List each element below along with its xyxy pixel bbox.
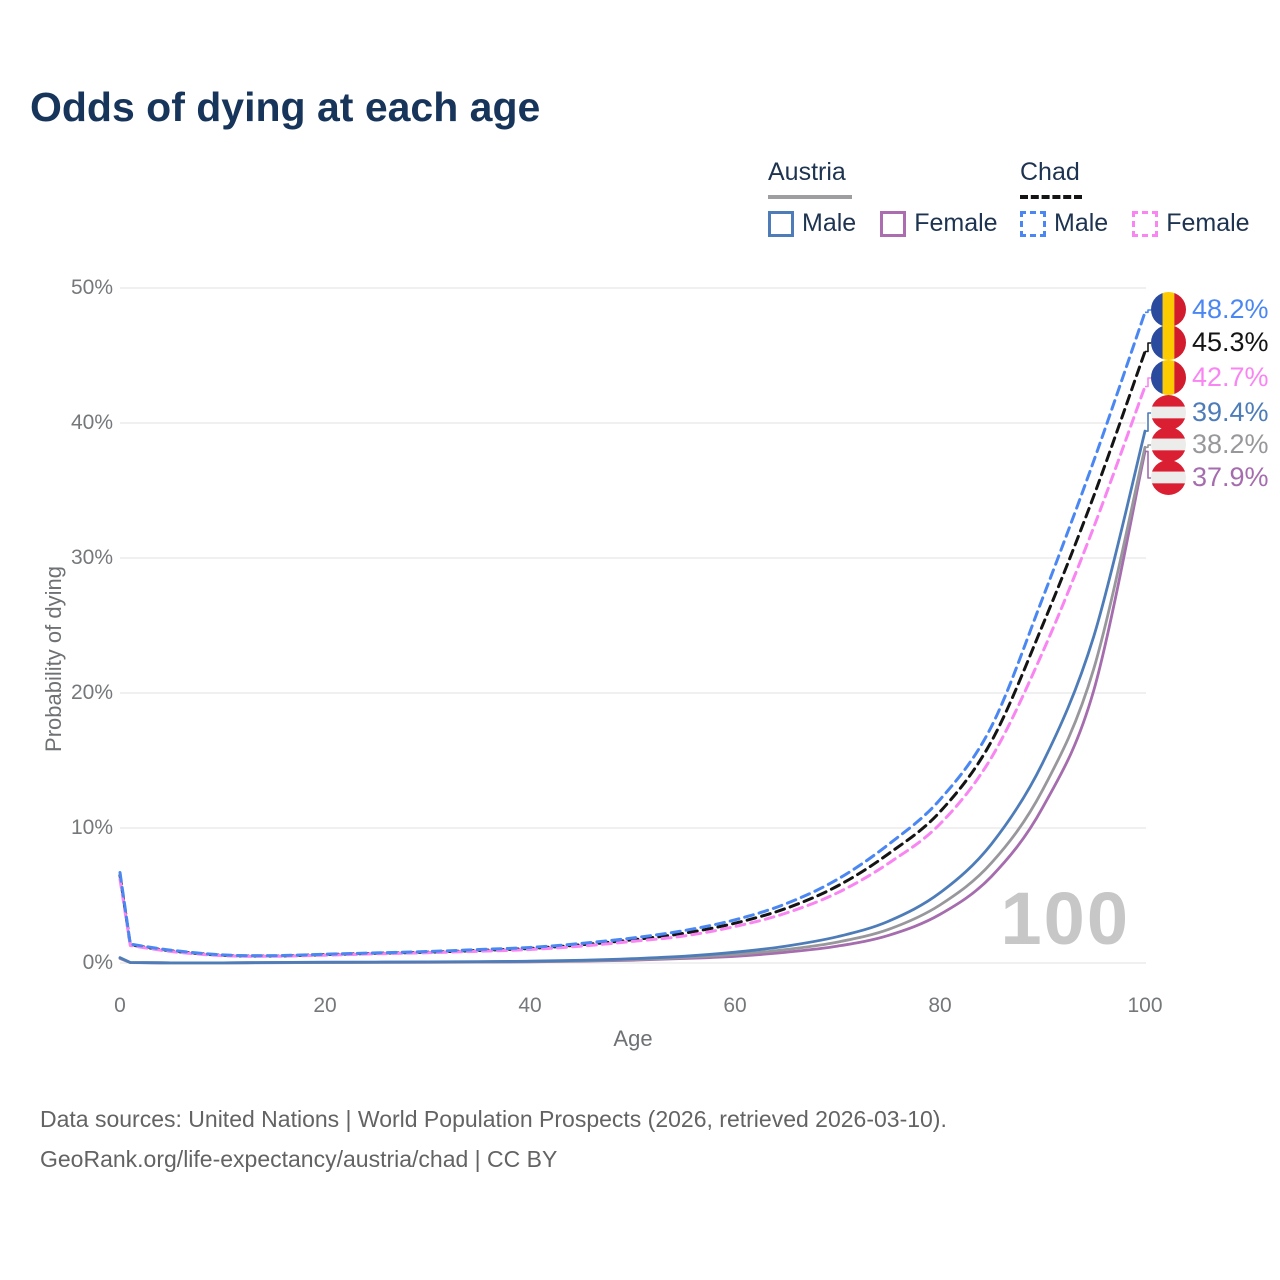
footer-datasource: Data sources: United Nations | World Pop… bbox=[40, 1106, 947, 1132]
end-label-value: 42.7% bbox=[1192, 362, 1269, 392]
y-tick-label-40: 40% bbox=[70, 411, 113, 434]
y-tick-label-10: 10% bbox=[70, 816, 113, 839]
legend-swatch-solid bbox=[768, 210, 794, 237]
end-label-austria-female: 37.9% bbox=[1151, 460, 1269, 495]
legend-items-austria: Male Female bbox=[768, 209, 998, 238]
x-tick-label-60: 60 bbox=[723, 994, 747, 1017]
x-tick-label-20: 20 bbox=[313, 994, 337, 1017]
footer-attribution: GeoRank.org/life-expectancy/austria/chad… bbox=[40, 1146, 558, 1172]
end-label-chad-female: 42.7% bbox=[1151, 360, 1269, 395]
series-line-austria-male bbox=[118, 429, 1147, 965]
end-label-value: 39.4% bbox=[1192, 397, 1269, 427]
legend-swatch-solid bbox=[880, 210, 907, 237]
series-line-chad-female bbox=[118, 385, 1147, 958]
x-tick-label-100: 100 bbox=[1127, 994, 1163, 1017]
legend-swatch-dashed bbox=[1132, 210, 1159, 237]
chad-flag-icon bbox=[1151, 292, 1186, 327]
end-label-austria-male: 39.4% bbox=[1151, 395, 1269, 430]
page-title: Odds of dying at each age bbox=[30, 84, 541, 130]
legend-item-label: Female bbox=[1166, 209, 1250, 237]
y-tick-label-30: 30% bbox=[70, 546, 113, 569]
end-label-connector bbox=[1145, 309, 1151, 314]
end-label-chad-all: 45.3% bbox=[1151, 325, 1269, 360]
austria-flag-icon bbox=[1151, 460, 1186, 495]
legend-group-austria: Austria Male Female bbox=[768, 158, 998, 238]
end-label-chad-male: 48.2% bbox=[1151, 292, 1269, 327]
x-tick-label-0: 0 bbox=[114, 994, 126, 1017]
chad-flag-icon bbox=[1151, 360, 1186, 395]
legend-item-label: Male bbox=[1054, 209, 1109, 237]
legend-items-chad: Male Female bbox=[1020, 209, 1250, 238]
x-tick-label-40: 40 bbox=[518, 994, 542, 1017]
end-label-value: 37.9% bbox=[1192, 462, 1269, 492]
legend-group-chad: Chad Male Female bbox=[1020, 158, 1250, 238]
legend-item-austria-male[interactable]: Male bbox=[768, 209, 856, 238]
end-label-austria-all: 38.2% bbox=[1151, 427, 1269, 462]
austria-flag-icon bbox=[1151, 427, 1186, 462]
end-label-value: 48.2% bbox=[1192, 294, 1269, 324]
end-label-value: 45.3% bbox=[1192, 327, 1269, 357]
legend-underline-austria-solid bbox=[768, 195, 852, 199]
legend-swatch-dashed bbox=[1020, 210, 1046, 237]
series-line-chad-all bbox=[118, 350, 1147, 958]
legend-item-label: Female bbox=[914, 209, 998, 237]
end-label-connector bbox=[1145, 342, 1151, 353]
age-counter-watermark: 100 bbox=[1000, 877, 1130, 960]
x-axis-title: Age bbox=[613, 1026, 653, 1051]
legend-item-label: Male bbox=[802, 209, 857, 237]
end-label-connector bbox=[1145, 450, 1151, 479]
series-line-chad-male bbox=[118, 310, 1147, 958]
end-label-connector bbox=[1145, 377, 1151, 388]
x-tick-label-80: 80 bbox=[928, 994, 952, 1017]
y-axis-title: Probability of dying bbox=[41, 566, 66, 752]
y-tick-label-0: 0% bbox=[82, 951, 113, 974]
legend-country-chad: Chad bbox=[1020, 158, 1080, 186]
austria-flag-icon bbox=[1151, 395, 1186, 430]
legend-item-chad-male[interactable]: Male bbox=[1020, 209, 1108, 238]
end-label-connector bbox=[1145, 444, 1151, 449]
chad-flag-icon bbox=[1151, 325, 1186, 360]
end-label-value: 38.2% bbox=[1192, 429, 1269, 459]
end-label-connector bbox=[1145, 412, 1151, 432]
legend-underline-chad-dashed bbox=[1020, 195, 1082, 199]
legend-item-chad-female[interactable]: Female bbox=[1132, 209, 1250, 238]
y-tick-label-50: 50% bbox=[70, 276, 113, 299]
legend-item-austria-female[interactable]: Female bbox=[880, 209, 998, 238]
legend-country-austria: Austria bbox=[768, 158, 846, 186]
y-tick-label-20: 20% bbox=[70, 681, 113, 704]
